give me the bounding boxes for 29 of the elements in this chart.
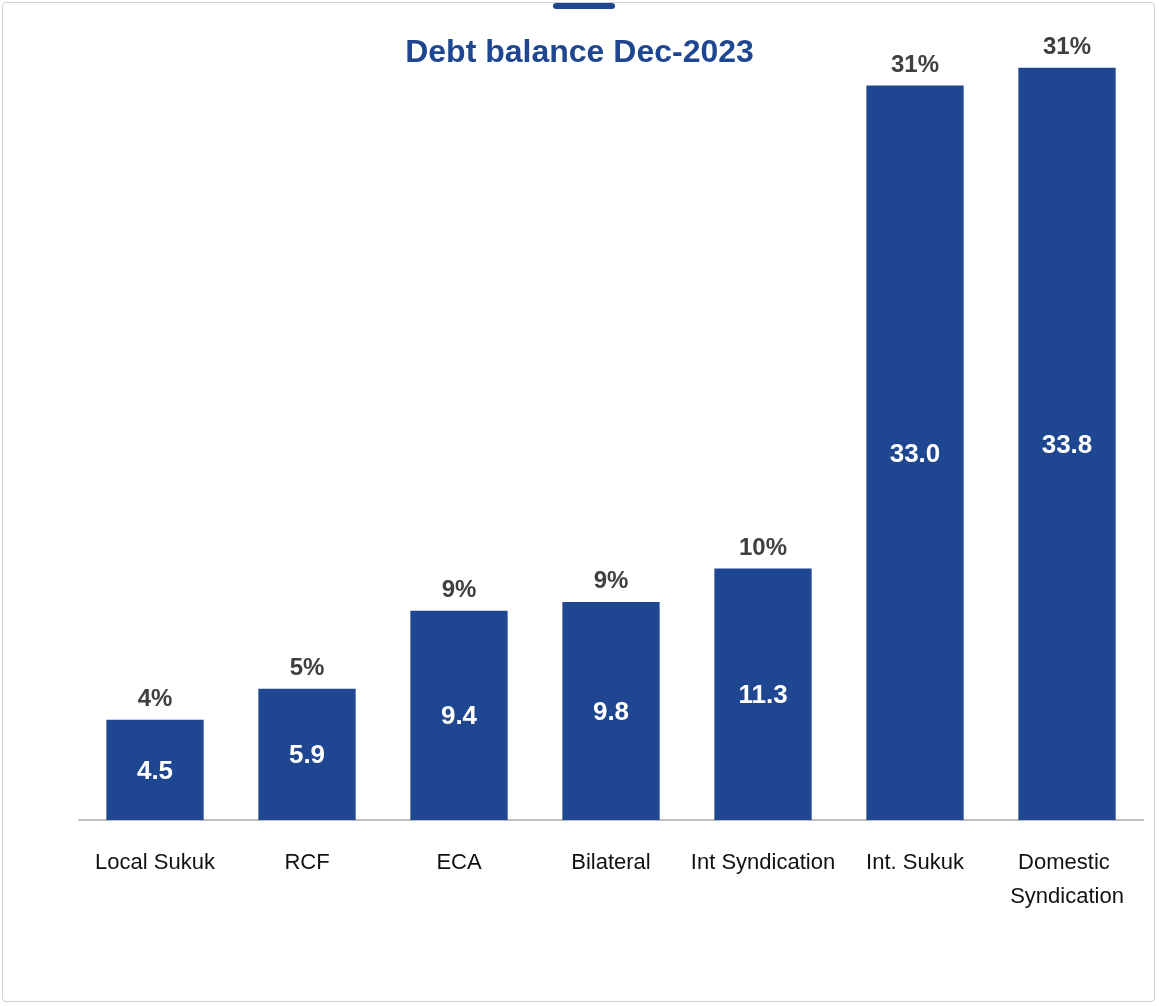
x-tick-label: ECA [436,848,482,874]
x-tick-label: Int. Sukuk [866,848,965,874]
annotation: 9% [593,566,629,594]
annotation: 31% [890,50,940,78]
bar [106,719,204,820]
bar [410,610,508,820]
chart-title: Debt balance Dec-2023 [405,33,754,69]
x-tick-label: Bilateral [571,848,651,874]
x-tick-label: Int Syndication [690,848,836,874]
data-label: 4.5 [136,754,174,785]
annotation: 10% [738,532,788,560]
bar [714,568,812,820]
bar [866,85,964,820]
x-tick-label: Local Sukuk [95,848,216,874]
data-label: 9.8 [592,695,630,726]
bar [258,688,356,820]
x-tick-label: Domestic Syndication [1010,848,1124,908]
data-label: 33.8 [1041,428,1093,459]
data-label: 33.0 [889,437,941,468]
x-tick-label: RCF [284,848,330,874]
annotation: 4% [137,684,173,712]
annotation: 31% [1042,32,1092,60]
data-label: 11.3 [738,679,788,710]
annotation: 5% [289,653,325,681]
data-label: 9.4 [440,700,478,731]
bar [1018,67,1116,820]
bar [562,601,660,820]
annotation: 9% [441,575,477,603]
data-label: 5.9 [288,739,326,770]
